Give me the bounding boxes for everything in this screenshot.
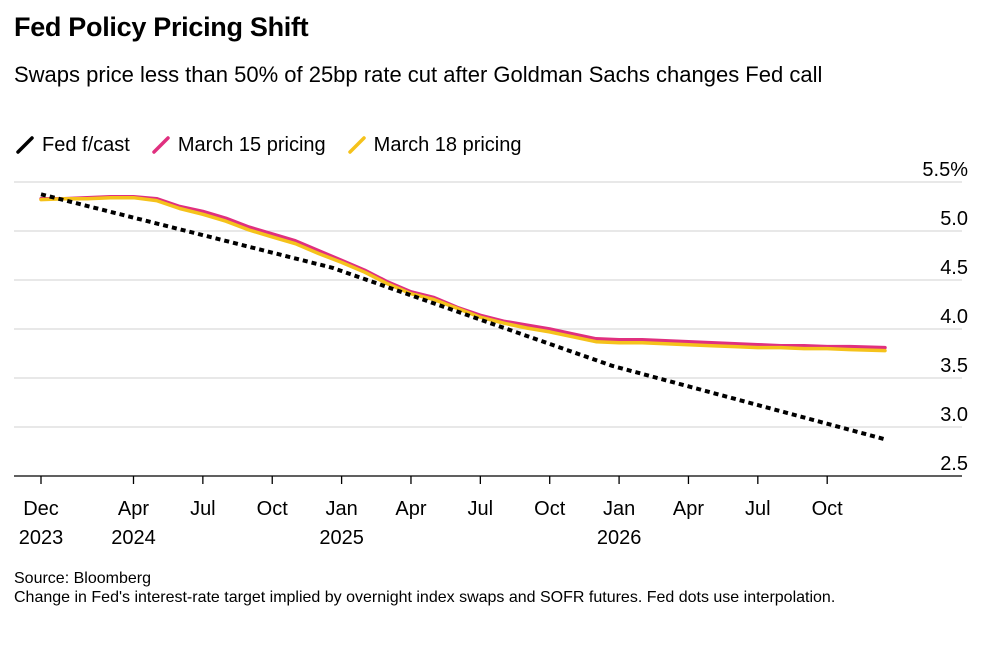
- x-tick-label: Apr: [395, 498, 426, 520]
- y-tick-label: 2.5: [940, 453, 968, 475]
- x-tick-year-label: 2024: [111, 527, 156, 549]
- legend-swatch-march-18: [347, 136, 366, 154]
- x-tick-label: Jul: [745, 498, 771, 520]
- x-tick-label: Oct: [257, 498, 289, 520]
- series-line-fed-forecast: [40, 192, 886, 442]
- x-tick-label: Oct: [534, 498, 566, 520]
- chart-title: Fed Policy Pricing Shift: [14, 12, 309, 42]
- methodology-note: Change in Fed's interest-rate target imp…: [14, 589, 836, 606]
- x-tick-label: Jan: [603, 498, 635, 520]
- chart-subtitle: Swaps price less than 50% of 25bp rate c…: [14, 62, 823, 87]
- legend-label-march-15: March 15 pricing: [177, 133, 326, 156]
- source-note: Source: Bloomberg: [14, 570, 151, 587]
- x-tick-label: Jul: [190, 498, 216, 520]
- y-tick-label: 4.5: [940, 257, 968, 279]
- y-tick-label: 3.5: [940, 355, 968, 377]
- legend-label-march-18: March 18 pricing: [373, 133, 522, 156]
- y-tick-label: 5.0: [940, 208, 968, 230]
- legend-item-march-18: March 18 pricing: [347, 133, 522, 157]
- legend-swatch-fed-forecast: [16, 136, 34, 154]
- legend-item-march-15: March 15 pricing: [152, 134, 326, 157]
- x-tick-label: Oct: [812, 498, 844, 520]
- chart-footer: Source: Bloomberg Change in Fed's intere…: [14, 569, 974, 607]
- x-tick-year-label: 2025: [319, 527, 364, 549]
- y-tick-label: 3.0: [940, 404, 968, 426]
- series-line-march-18: [39, 195, 887, 353]
- y-tick-label: 4.0: [940, 306, 968, 328]
- y-tick-label: 5.5%: [922, 160, 968, 181]
- x-tick-label: Apr: [673, 498, 704, 520]
- x-tick-label: Dec: [23, 498, 59, 520]
- legend-item-fed-forecast: Fed f/cast: [16, 134, 130, 157]
- legend-label-fed-forecast: Fed f/cast: [42, 133, 130, 156]
- line-chart: 5.5% 5.0 4.5 4.0 3.5 3.0 2.5 Dec 2023 Apr 2024 Jul O…: [14, 160, 968, 549]
- x-tick-label: Apr: [118, 498, 149, 520]
- legend: Fed f/cast March 15 pricing March 18 pri…: [16, 131, 544, 159]
- series-line-march-15: [39, 194, 887, 350]
- x-tick-year-label: 2026: [597, 527, 642, 549]
- x-tick-label: Jul: [468, 498, 494, 520]
- legend-swatch-march-15: [152, 136, 170, 154]
- x-tick-label: Jan: [325, 498, 357, 520]
- x-tick-year-label: 2023: [19, 527, 64, 549]
